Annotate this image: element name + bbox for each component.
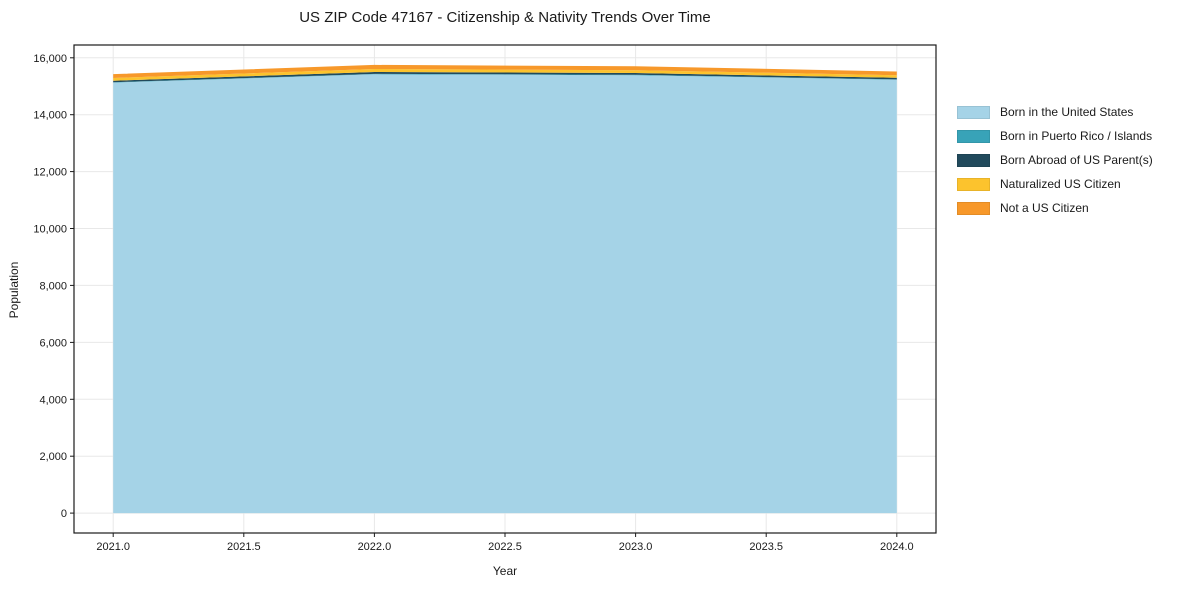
x-tick-label: 2023.5 bbox=[749, 541, 783, 553]
y-tick-label: 8,000 bbox=[39, 280, 67, 292]
legend-label: Not a US Citizen bbox=[1000, 201, 1089, 215]
legend-swatch bbox=[957, 177, 990, 191]
legend-item: Born in the United States bbox=[957, 105, 1153, 119]
legend-label: Born in Puerto Rico / Islands bbox=[1000, 129, 1153, 143]
legend-item: Born Abroad of US Parent(s) bbox=[957, 153, 1153, 167]
y-tick-label: 10,000 bbox=[33, 224, 67, 236]
x-tick-label: 2021.5 bbox=[227, 541, 261, 553]
x-tick-label: 2023.0 bbox=[619, 541, 653, 553]
legend-swatch bbox=[957, 129, 990, 143]
legend-swatch bbox=[957, 105, 990, 119]
y-axis-label: Population bbox=[7, 261, 21, 319]
area-series-5 bbox=[113, 64, 897, 78]
legend-label: Born Abroad of US Parent(s) bbox=[1000, 153, 1153, 167]
y-tick-label: 16,000 bbox=[33, 53, 67, 65]
area-series-4 bbox=[113, 69, 897, 81]
chart-title: US ZIP Code 47167 - Citizenship & Nativi… bbox=[299, 9, 711, 26]
x-axis-label: Year bbox=[492, 564, 518, 578]
y-tick-label: 4,000 bbox=[39, 394, 67, 406]
legend-item: Not a US Citizen bbox=[957, 201, 1153, 215]
x-tick-label: 2022.0 bbox=[358, 541, 392, 553]
y-tick-label: 14,000 bbox=[33, 110, 67, 122]
x-tick-label: 2021.0 bbox=[96, 541, 130, 553]
legend-swatch bbox=[957, 153, 990, 167]
legend-item: Naturalized US Citizen bbox=[957, 177, 1153, 191]
area-series-3 bbox=[113, 72, 897, 83]
y-tick-label: 0 bbox=[61, 508, 67, 520]
y-tick-label: 2,000 bbox=[39, 451, 67, 463]
x-tick-label: 2022.5 bbox=[488, 541, 522, 553]
y-tick-label: 12,000 bbox=[33, 167, 67, 179]
area-series-1 bbox=[113, 74, 897, 514]
y-tick-label: 6,000 bbox=[39, 337, 67, 349]
legend-label: Naturalized US Citizen bbox=[1000, 177, 1121, 191]
chart-legend: Born in the United States Born in Puerto… bbox=[957, 105, 1153, 225]
area-series-2 bbox=[113, 73, 897, 83]
legend-swatch bbox=[957, 201, 990, 215]
legend-item: Born in Puerto Rico / Islands bbox=[957, 129, 1153, 143]
legend-label: Born in the United States bbox=[1000, 105, 1134, 119]
x-tick-label: 2024.0 bbox=[880, 541, 914, 553]
